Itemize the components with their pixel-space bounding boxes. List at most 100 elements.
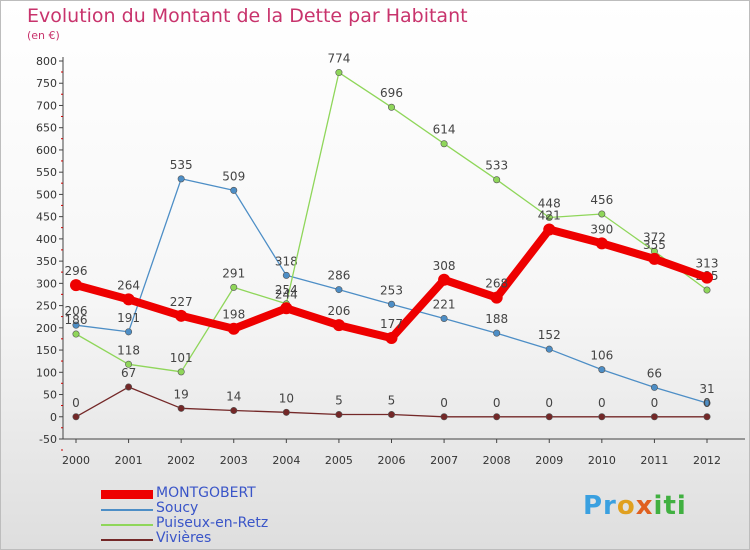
chart-title: Evolution du Montant de la Dette par Hab… [27,5,468,27]
data-label: 221 [433,297,456,311]
data-point [490,291,503,304]
data-label: 614 [433,123,456,137]
data-label: 188 [485,312,508,326]
y-tick-label: 400 [36,233,57,246]
data-point [227,322,240,335]
data-point [175,309,188,322]
data-label: 774 [327,52,350,66]
data-label: 421 [538,209,561,223]
x-tick-label: 2000 [62,454,90,467]
data-point [125,360,133,368]
data-point [282,271,290,279]
data-label: 254 [275,283,298,297]
y-tick-label: 350 [36,255,57,268]
data-point [545,413,553,421]
data-point [440,140,448,148]
y-tick-label: 450 [36,211,57,224]
data-point [493,329,501,337]
data-point [387,300,395,308]
data-label: 206 [65,304,88,318]
data-label: 0 [703,396,711,410]
data-label: 177 [380,317,403,331]
data-label: 198 [222,308,245,322]
data-point [335,286,343,294]
data-label: 67 [121,366,136,380]
data-point [595,237,608,250]
x-tick-label: 2009 [535,454,563,467]
data-label: 264 [117,278,140,292]
data-label: 118 [117,343,140,357]
y-tick-label: 700 [36,99,57,112]
data-point [282,408,290,416]
legend-label: Puiseux-en-Retz [156,515,269,531]
data-point [650,413,658,421]
data-label: 106 [590,349,613,363]
data-label: 31 [699,382,714,396]
data-label: 0 [493,396,501,410]
data-point [598,366,606,374]
data-point [125,328,133,336]
data-point [440,413,448,421]
x-tick-label: 2001 [115,454,143,467]
data-label: 0 [598,396,606,410]
data-label: 308 [433,259,456,273]
data-point [72,330,80,338]
legend-swatch [101,508,153,511]
data-point [493,176,501,184]
y-tick-label: 50 [43,389,57,402]
y-tick-label: 200 [36,322,57,335]
legend-label: MONTGOBERT [156,485,256,501]
data-label: 355 [643,238,666,252]
y-tick-label: 150 [36,344,57,357]
data-label: 5 [335,394,343,408]
data-point [387,103,395,111]
data-label: 286 [327,269,350,283]
y-tick-label: 100 [36,366,57,379]
data-point [280,302,293,315]
data-point [335,69,343,77]
data-point [438,273,451,286]
y-tick-label: -50 [39,433,57,446]
data-label: 296 [65,264,88,278]
x-tick-label: 2005 [325,454,353,467]
data-point [385,332,398,345]
data-point [387,411,395,419]
data-point [543,223,556,236]
data-point [493,413,501,421]
data-label: 0 [440,396,448,410]
data-label: 448 [538,197,561,211]
x-tick-label: 2008 [483,454,511,467]
data-point [598,210,606,218]
x-tick-label: 2010 [588,454,616,467]
y-tick-label: 650 [36,122,57,135]
data-point [650,383,658,391]
y-tick-label: 0 [50,411,57,424]
data-point [72,321,80,329]
data-label: 696 [380,86,403,100]
data-label: 101 [170,351,193,365]
chart-unit: (en €) [27,29,60,42]
x-tick-label: 2007 [430,454,458,467]
data-label: 535 [170,158,193,172]
data-label: 206 [327,304,350,318]
data-label: 227 [170,295,193,309]
x-tick-label: 2002 [167,454,195,467]
data-point [335,411,343,419]
y-tick-label: 300 [36,277,57,290]
data-label: 186 [65,313,88,327]
data-point [230,407,238,415]
data-label: 372 [643,230,666,244]
data-label: 509 [222,169,245,183]
data-label: 456 [590,193,613,207]
data-label: 291 [222,266,245,280]
data-point [703,286,711,294]
data-label: 14 [226,390,241,404]
data-label: 390 [590,222,613,236]
data-point [125,383,133,391]
data-point [122,293,135,306]
y-tick-label: 800 [36,55,57,68]
legend-swatch [101,523,153,526]
data-label: 533 [485,159,508,173]
data-point [703,413,711,421]
data-point [177,368,185,376]
